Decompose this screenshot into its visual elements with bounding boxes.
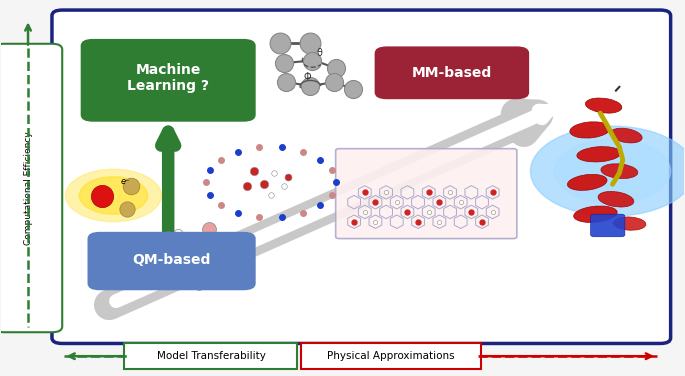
Circle shape [530, 126, 685, 216]
Text: θ: θ [316, 48, 323, 58]
Ellipse shape [610, 128, 642, 143]
FancyBboxPatch shape [590, 214, 625, 237]
Ellipse shape [567, 174, 607, 190]
Circle shape [554, 139, 671, 203]
Ellipse shape [613, 217, 646, 230]
FancyBboxPatch shape [125, 343, 297, 369]
Text: Model Transferability: Model Transferability [157, 351, 266, 361]
Text: QM-based: QM-based [132, 253, 211, 267]
Ellipse shape [598, 191, 634, 207]
Text: Computational Efficiency: Computational Efficiency [23, 131, 33, 245]
FancyBboxPatch shape [88, 232, 256, 290]
FancyBboxPatch shape [52, 10, 671, 343]
Text: Physical Approximations: Physical Approximations [327, 351, 454, 361]
Ellipse shape [601, 164, 638, 179]
Circle shape [79, 177, 148, 214]
FancyBboxPatch shape [301, 343, 481, 369]
Ellipse shape [586, 98, 622, 113]
Ellipse shape [573, 206, 617, 223]
FancyBboxPatch shape [375, 46, 529, 99]
Text: Φ: Φ [303, 72, 311, 82]
Text: MM-based: MM-based [412, 66, 492, 80]
FancyBboxPatch shape [0, 44, 62, 332]
Ellipse shape [577, 147, 621, 162]
Ellipse shape [570, 122, 610, 138]
FancyBboxPatch shape [81, 39, 256, 122]
FancyBboxPatch shape [336, 149, 516, 239]
Text: Machine
Learning ?: Machine Learning ? [127, 63, 209, 93]
Circle shape [66, 169, 162, 222]
Text: e⁻: e⁻ [121, 177, 130, 186]
